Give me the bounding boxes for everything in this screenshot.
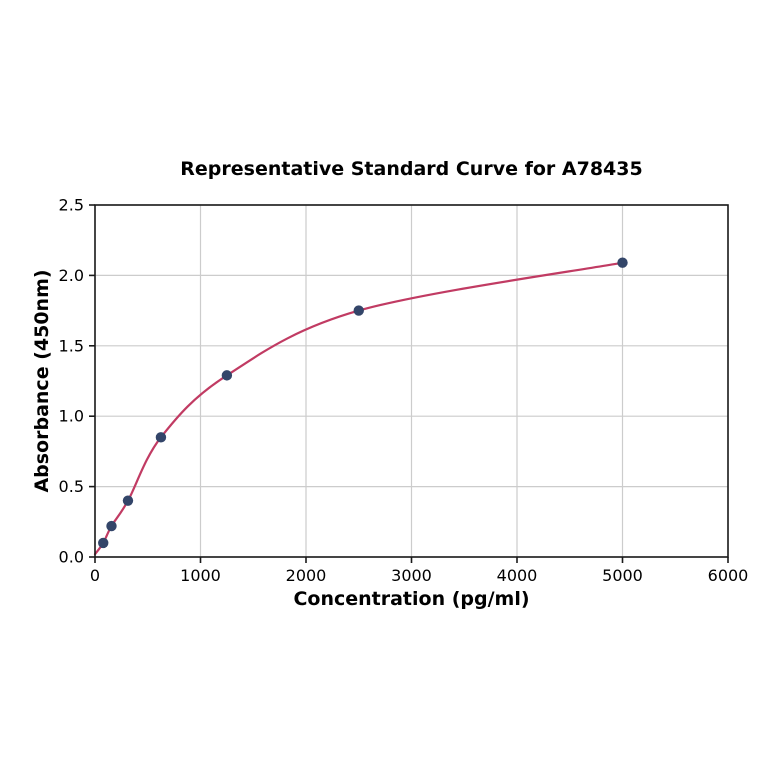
data-point-marker (617, 257, 628, 268)
data-point-marker (98, 537, 109, 549)
fitted-curve-line (93, 261, 624, 556)
x-tick-label: 4000 (497, 566, 538, 585)
y-tick-label: 0.0 (59, 548, 84, 567)
data-point-marker (155, 432, 167, 443)
data-point-marker (122, 495, 134, 506)
chart-title: Representative Standard Curve for A78435 (180, 158, 643, 180)
data-point-marker (221, 370, 233, 381)
data-point-marker (106, 520, 117, 532)
x-axis-label: Concentration (pg/ml) (293, 588, 530, 610)
x-tick-label: 3000 (391, 566, 432, 585)
y-tick-label: 2.0 (59, 266, 84, 285)
x-tick-label: 6000 (708, 566, 749, 585)
x-tick-label: 2000 (286, 566, 327, 585)
data-point-marker (353, 305, 364, 316)
x-tick-label: 1000 (180, 566, 221, 585)
y-tick-label: 1.5 (59, 336, 84, 355)
x-tick-label: 5000 (602, 566, 643, 585)
y-tick-label: 1.0 (59, 407, 84, 426)
y-tick-label: 0.5 (59, 477, 84, 496)
y-tick-label: 2.5 (59, 196, 84, 215)
x-tick-label: 0 (90, 566, 100, 585)
